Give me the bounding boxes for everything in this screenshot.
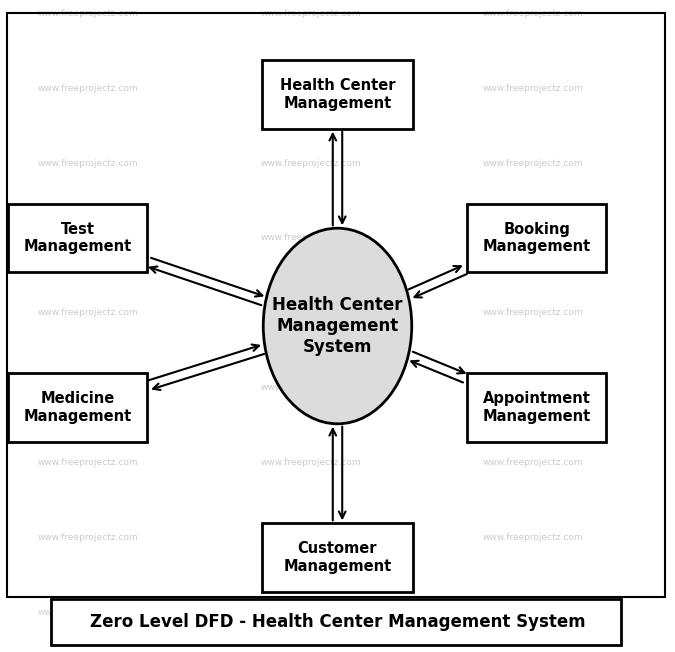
Text: Customer
Management: Customer Management [284,541,392,574]
FancyBboxPatch shape [9,373,147,442]
Text: www.freeprojectz.com: www.freeprojectz.com [483,233,584,243]
FancyBboxPatch shape [51,599,621,645]
Text: Booking
Management: Booking Management [483,222,591,254]
Text: www.freeprojectz.com: www.freeprojectz.com [260,8,361,18]
Text: Zero Level DFD - Health Center Management System: Zero Level DFD - Health Center Managemen… [90,613,585,631]
FancyBboxPatch shape [467,203,606,273]
Text: www.freeprojectz.com: www.freeprojectz.com [37,83,138,93]
FancyBboxPatch shape [467,373,606,442]
Text: www.freeprojectz.com: www.freeprojectz.com [37,458,138,467]
Text: www.freeprojectz.com: www.freeprojectz.com [483,83,584,93]
Text: www.freeprojectz.com: www.freeprojectz.com [260,533,361,542]
Text: Test
Management: Test Management [24,222,132,254]
Text: Health Center
Management
System: Health Center Management System [272,296,403,356]
Text: www.freeprojectz.com: www.freeprojectz.com [37,233,138,243]
Text: www.freeprojectz.com: www.freeprojectz.com [37,308,138,318]
Text: www.freeprojectz.com: www.freeprojectz.com [483,158,584,168]
Ellipse shape [263,228,412,424]
Text: www.freeprojectz.com: www.freeprojectz.com [260,608,361,617]
FancyBboxPatch shape [9,203,147,273]
Text: www.freeprojectz.com: www.freeprojectz.com [483,533,584,542]
Text: www.freeprojectz.com: www.freeprojectz.com [260,158,361,168]
Text: www.freeprojectz.com: www.freeprojectz.com [37,158,138,168]
Text: www.freeprojectz.com: www.freeprojectz.com [260,458,361,467]
Text: www.freeprojectz.com: www.freeprojectz.com [37,608,138,617]
Text: www.freeprojectz.com: www.freeprojectz.com [260,233,361,243]
FancyBboxPatch shape [261,523,413,592]
Text: www.freeprojectz.com: www.freeprojectz.com [37,383,138,393]
Text: www.freeprojectz.com: www.freeprojectz.com [483,458,584,467]
Text: www.freeprojectz.com: www.freeprojectz.com [483,383,584,393]
Text: www.freeprojectz.com: www.freeprojectz.com [37,8,138,18]
Text: www.freeprojectz.com: www.freeprojectz.com [260,83,361,93]
Text: www.freeprojectz.com: www.freeprojectz.com [483,8,584,18]
Text: Health Center
Management: Health Center Management [279,78,396,111]
Text: www.freeprojectz.com: www.freeprojectz.com [483,608,584,617]
Text: Medicine
Management: Medicine Management [24,391,132,424]
Text: www.freeprojectz.com: www.freeprojectz.com [37,533,138,542]
Text: www.freeprojectz.com: www.freeprojectz.com [260,308,361,318]
Text: www.freeprojectz.com: www.freeprojectz.com [483,308,584,318]
Text: www.freeprojectz.com: www.freeprojectz.com [260,383,361,393]
Text: Appointment
Management: Appointment Management [483,391,591,424]
FancyBboxPatch shape [261,61,413,128]
